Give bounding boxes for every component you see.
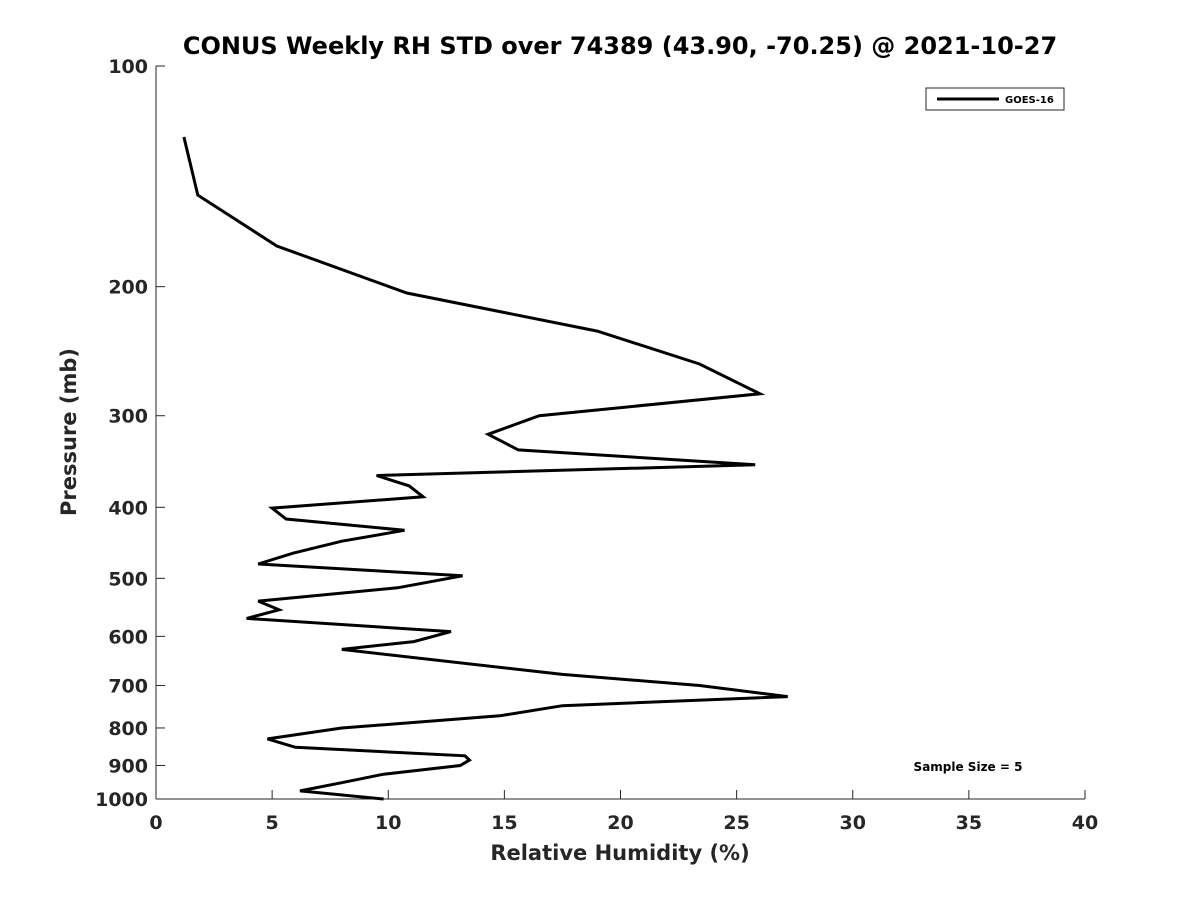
y-axis-label: Pressure (mb) xyxy=(57,348,81,516)
y-tick-label: 1000 xyxy=(95,789,148,811)
legend-entry-goes-16: GOES-16 xyxy=(1005,95,1054,106)
y-tick-label: 300 xyxy=(108,406,148,428)
y-tick-label: 800 xyxy=(108,718,148,740)
y-tick-label: 200 xyxy=(108,277,148,299)
x-tick-label: 10 xyxy=(375,812,401,834)
chart-title: CONUS Weekly RH STD over 74389 (43.90, -… xyxy=(183,32,1057,60)
y-tick-label: 500 xyxy=(108,568,148,590)
x-tick-label: 20 xyxy=(607,812,633,834)
x-tick-label: 15 xyxy=(491,812,517,834)
x-tick-label: 5 xyxy=(266,812,279,834)
y-tick-label: 700 xyxy=(108,675,148,697)
y-tick-label: 400 xyxy=(108,497,148,519)
series-line-goes-16 xyxy=(182,136,788,801)
legend: GOES-16 xyxy=(925,87,1065,111)
x-tick-label: 30 xyxy=(840,812,866,834)
sample-size-annotation: Sample Size = 5 xyxy=(914,760,1023,774)
x-axis-ticks: 0 5 10 15 20 25 30 35 40 xyxy=(149,790,1098,834)
y-axis-ticks: 100 200 300 400 500 600 700 800 900 1000 xyxy=(95,56,165,811)
y-tick-label: 100 xyxy=(108,56,148,78)
x-axis-label: Relative Humidity (%) xyxy=(490,841,749,865)
x-tick-label: 0 xyxy=(149,812,162,834)
x-tick-label: 25 xyxy=(723,812,749,834)
x-tick-label: 35 xyxy=(956,812,982,834)
y-tick-label: 900 xyxy=(108,755,148,777)
y-tick-label: 600 xyxy=(108,626,148,648)
x-tick-label: 40 xyxy=(1072,812,1098,834)
